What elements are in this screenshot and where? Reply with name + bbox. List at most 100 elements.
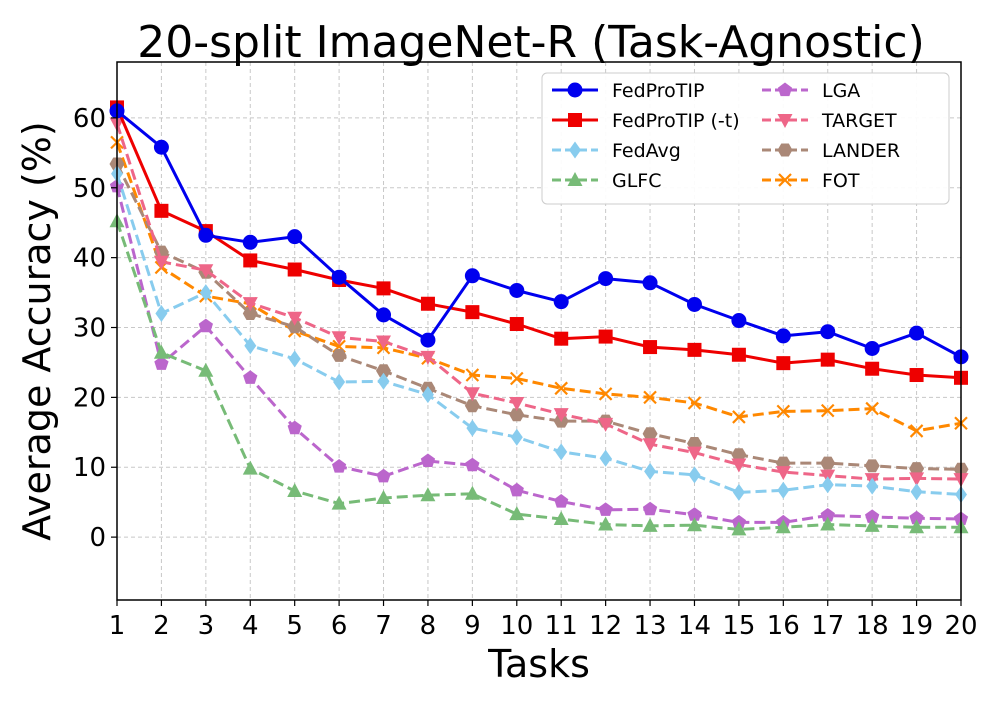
legend-marker xyxy=(778,173,792,187)
data-point xyxy=(642,438,658,453)
y-tick-label: 20 xyxy=(73,383,106,413)
x-tick-label: 11 xyxy=(545,611,578,641)
data-point xyxy=(509,282,525,298)
data-point xyxy=(421,386,434,404)
data-point xyxy=(243,370,258,384)
data-point xyxy=(464,399,480,413)
data-point xyxy=(376,281,391,296)
x-tick-label: 16 xyxy=(767,611,800,641)
legend-label: FedAvg xyxy=(612,140,681,162)
data-point xyxy=(377,372,390,390)
data-point xyxy=(509,408,525,422)
y-tick-label: 40 xyxy=(73,244,106,274)
data-point xyxy=(687,446,702,461)
x-tick-label: 2 xyxy=(153,611,170,641)
data-point xyxy=(553,408,569,423)
data-point xyxy=(599,449,612,467)
data-point xyxy=(687,517,702,532)
data-point xyxy=(465,305,480,320)
data-point xyxy=(775,328,791,344)
data-point xyxy=(820,508,835,522)
series-line xyxy=(115,173,962,496)
data-point xyxy=(909,325,925,341)
series-fedprotip xyxy=(109,103,969,365)
data-point xyxy=(420,332,436,348)
legend-item: FedProTIP xyxy=(552,80,704,102)
y-tick-label: 0 xyxy=(89,523,106,553)
x-tick-label: 6 xyxy=(331,611,348,641)
data-point xyxy=(775,466,791,481)
data-point xyxy=(687,342,702,357)
data-point xyxy=(643,390,657,405)
data-point xyxy=(331,331,347,346)
legend-item: FedAvg xyxy=(552,140,681,162)
legend-marker xyxy=(777,143,793,157)
x-tick-label: 15 xyxy=(722,611,755,641)
data-point xyxy=(331,349,347,362)
legend-label: GLFC xyxy=(612,170,662,192)
data-point xyxy=(865,401,879,416)
data-point xyxy=(909,424,924,438)
data-point xyxy=(287,320,303,334)
legend-item: FOT xyxy=(762,170,860,192)
data-point xyxy=(242,460,258,475)
axis-ticks: 1 2 3 4 5 6 7 8 9 10 11 12 13 14 15 16 17 18 19 20010203040… xyxy=(73,104,978,641)
x-tick-label: 3 xyxy=(198,611,215,641)
data-point xyxy=(153,344,169,359)
data-point xyxy=(777,481,790,499)
x-tick-label: 14 xyxy=(678,611,711,641)
x-tick-label: 20 xyxy=(944,611,977,641)
data-point xyxy=(420,453,436,467)
data-point xyxy=(598,271,614,287)
data-point xyxy=(376,335,391,350)
x-tick-label: 9 xyxy=(464,611,481,641)
data-point xyxy=(554,494,569,508)
data-point xyxy=(865,509,880,523)
data-point xyxy=(598,502,613,516)
data-point xyxy=(198,318,213,333)
data-point xyxy=(687,396,702,410)
data-point xyxy=(642,427,658,441)
series-line xyxy=(115,123,962,481)
data-point xyxy=(376,468,391,483)
series-line xyxy=(115,220,961,531)
data-point xyxy=(910,483,923,501)
data-point xyxy=(731,521,747,536)
data-point xyxy=(287,229,303,245)
data-point xyxy=(287,483,303,497)
data-point xyxy=(731,458,747,473)
y-axis-label: Average Accuracy (%) xyxy=(15,121,59,540)
data-point xyxy=(376,307,392,323)
data-point xyxy=(643,340,658,355)
data-point xyxy=(644,462,657,480)
data-point xyxy=(244,337,257,355)
data-point xyxy=(153,255,169,270)
series-line xyxy=(115,163,962,471)
data-point xyxy=(909,519,925,534)
legend-marker xyxy=(567,82,583,98)
y-tick-label: 60 xyxy=(73,104,106,134)
legend-label: LGA xyxy=(822,80,860,102)
data-point xyxy=(464,387,480,402)
data-point xyxy=(553,511,569,525)
x-tick-label: 4 xyxy=(242,611,259,641)
legend-marker xyxy=(567,172,583,186)
x-axis-label: Tasks xyxy=(487,642,590,686)
x-tick-label: 17 xyxy=(811,611,844,641)
data-point xyxy=(820,403,835,418)
data-point xyxy=(332,459,347,473)
legend-label: FOT xyxy=(822,170,860,192)
data-point xyxy=(198,362,214,377)
legend-marker xyxy=(569,141,581,159)
data-point xyxy=(466,419,479,437)
data-point xyxy=(420,296,435,311)
x-tick-label: 18 xyxy=(856,611,889,641)
data-point xyxy=(153,139,169,155)
data-point xyxy=(732,410,746,424)
data-point xyxy=(510,371,524,386)
data-point xyxy=(287,420,302,435)
data-point xyxy=(909,462,925,476)
data-point xyxy=(776,404,791,419)
data-point xyxy=(288,350,301,368)
